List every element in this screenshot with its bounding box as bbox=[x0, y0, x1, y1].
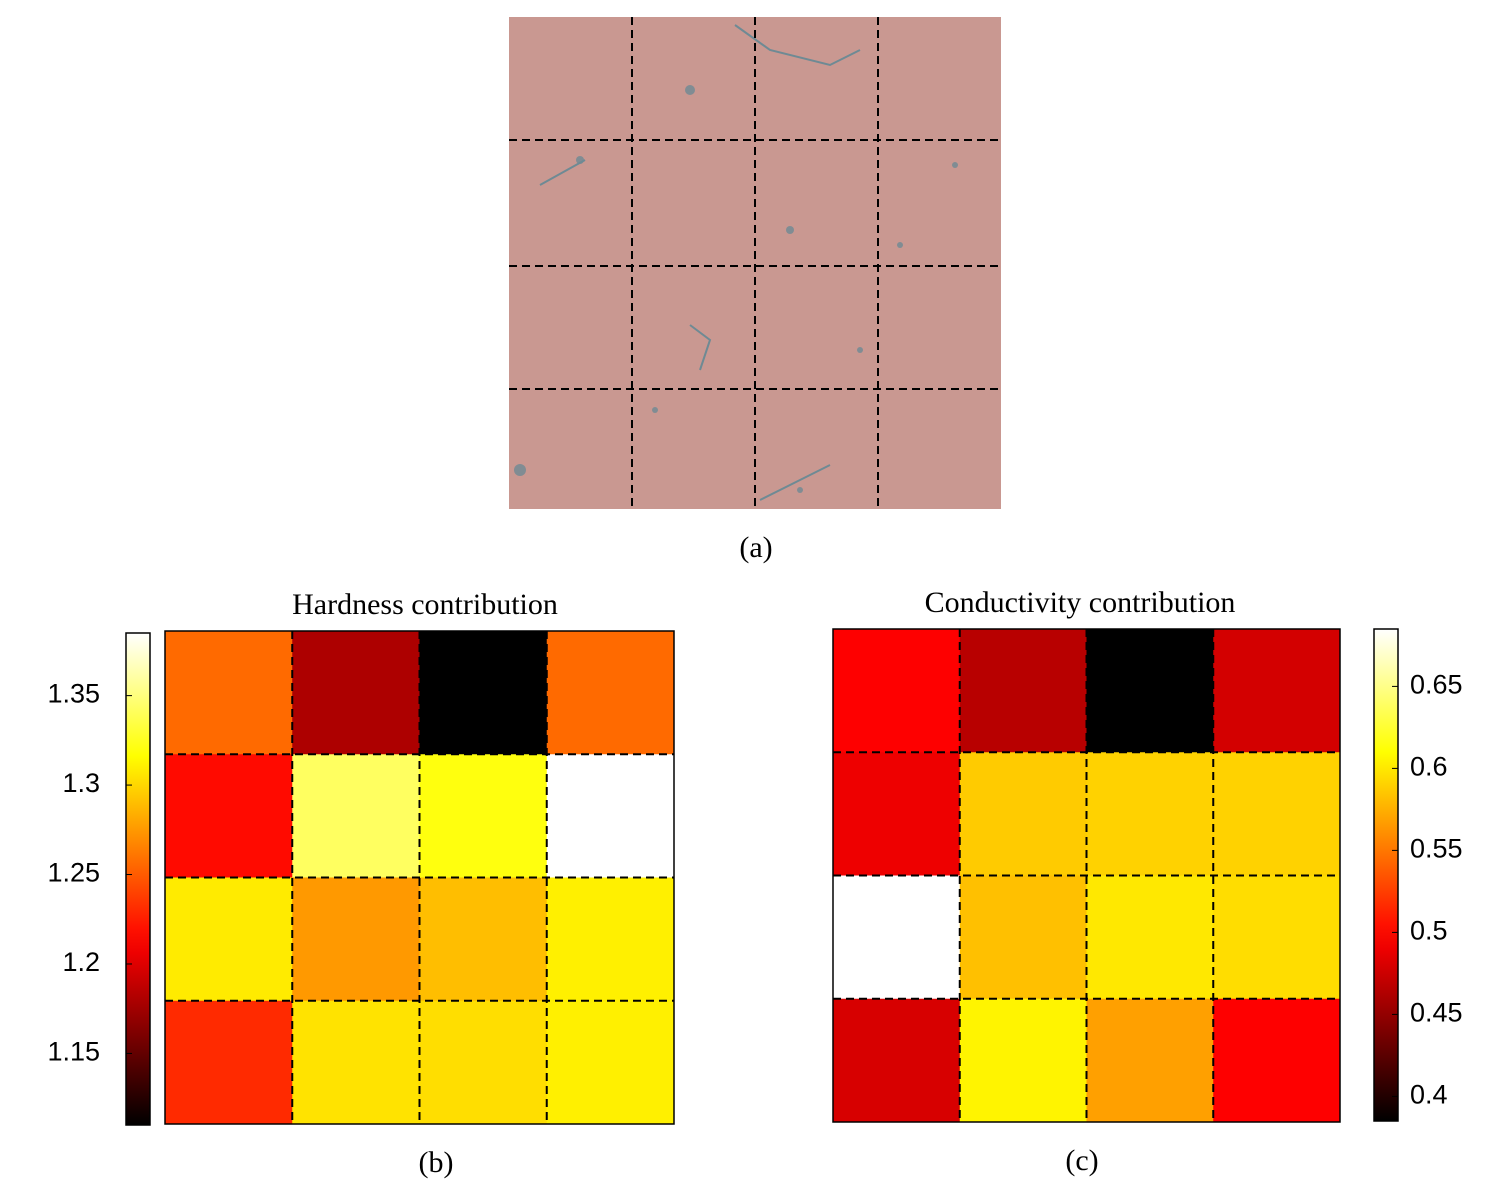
heatmap-cell bbox=[419, 754, 548, 878]
heatmap-cell bbox=[959, 875, 1087, 1000]
heatmap-cell bbox=[419, 877, 548, 1002]
plot-frame bbox=[832, 628, 1341, 1123]
heatmap-cell bbox=[165, 754, 293, 878]
chart-title: Hardness contribution bbox=[292, 588, 558, 621]
colorbar bbox=[125, 632, 151, 1126]
colorbar-tick-label: 1.35 bbox=[47, 679, 100, 709]
heatmap-cell bbox=[833, 998, 961, 1123]
heatmap-cell bbox=[546, 631, 675, 755]
heatmap-cell bbox=[165, 877, 293, 1002]
colorbar-tick-label: 0.4 bbox=[1410, 1080, 1448, 1110]
colorbar-tick-label: 0.65 bbox=[1410, 670, 1463, 700]
colorbar-tick-label: 0.45 bbox=[1410, 998, 1463, 1028]
heatmap-cell bbox=[546, 877, 675, 1002]
heatmap-cell bbox=[546, 1000, 675, 1125]
heatmap-cell bbox=[292, 754, 420, 878]
heatmap-cell bbox=[419, 1000, 548, 1125]
colorbar-tick-label: 1.25 bbox=[47, 858, 100, 888]
caption: (b) bbox=[419, 1146, 454, 1179]
heatmap-cell bbox=[165, 631, 293, 755]
heatmap-cell bbox=[833, 875, 961, 1000]
heatmap-cell bbox=[833, 629, 961, 753]
colorbar-tick-label: 1.3 bbox=[62, 768, 100, 798]
colorbar-tick-label: 1.15 bbox=[47, 1037, 100, 1067]
heatmap-cell bbox=[546, 754, 675, 878]
plot-frame bbox=[164, 630, 675, 1125]
micrograph bbox=[509, 17, 1001, 509]
heatmap-cell bbox=[833, 752, 961, 876]
colorbar-tick-label: 0.5 bbox=[1410, 916, 1448, 946]
heatmap-cell bbox=[1086, 629, 1214, 753]
heatmap-cell bbox=[1086, 752, 1214, 876]
heatmap-cell bbox=[1213, 629, 1341, 753]
heatmap-cell bbox=[1213, 998, 1341, 1123]
heatmap-cell bbox=[959, 998, 1087, 1123]
colorbar-tick-label: 0.6 bbox=[1410, 752, 1448, 782]
heatmap-cell bbox=[292, 631, 420, 755]
colorbar bbox=[1373, 628, 1399, 1122]
heatmap-cell bbox=[959, 752, 1087, 876]
heatmap-cell bbox=[1086, 998, 1214, 1123]
heatmap-cell bbox=[1086, 875, 1214, 1000]
colorbar-tick-label: 0.55 bbox=[1410, 834, 1463, 864]
heatmap-cell bbox=[959, 629, 1087, 753]
caption: (c) bbox=[1065, 1144, 1098, 1177]
colorbar-tick-label: 1.2 bbox=[62, 947, 100, 977]
heatmap-cell bbox=[419, 631, 548, 755]
caption: (a) bbox=[739, 531, 772, 564]
heatmap-cell bbox=[292, 877, 420, 1002]
heatmap-cell bbox=[1213, 875, 1341, 1000]
chart-title: Conductivity contribution bbox=[925, 586, 1236, 619]
heatmap-cell bbox=[1213, 752, 1341, 876]
heatmap-cell bbox=[292, 1000, 420, 1125]
heatmap-cell bbox=[165, 1000, 293, 1125]
